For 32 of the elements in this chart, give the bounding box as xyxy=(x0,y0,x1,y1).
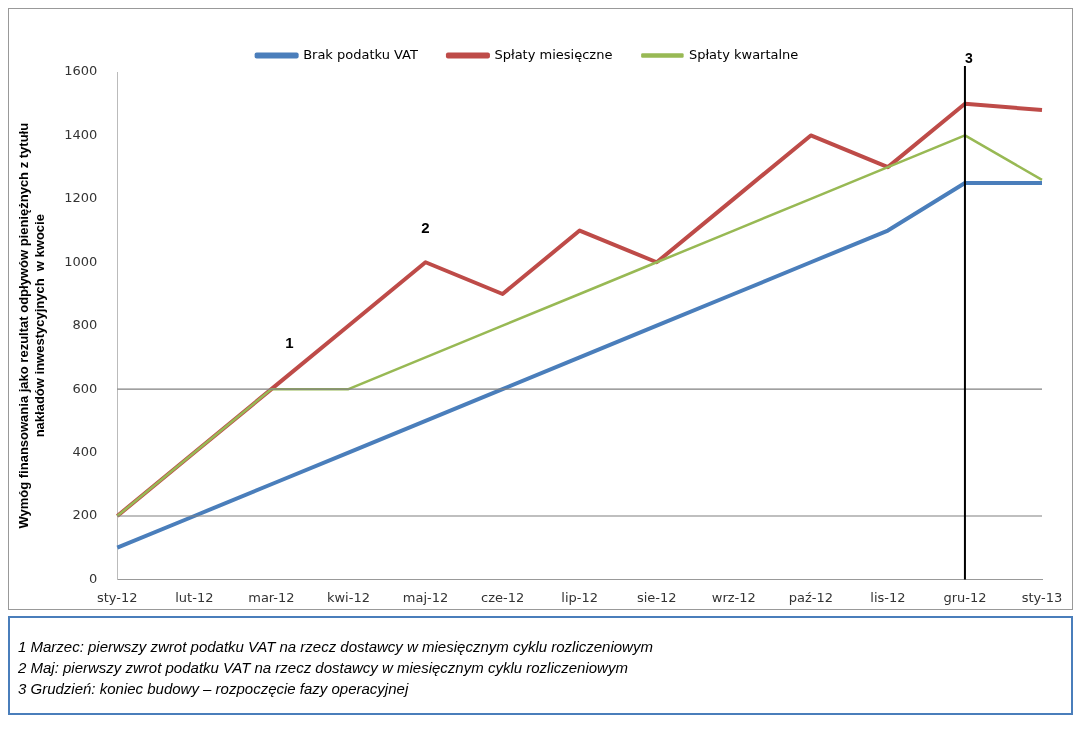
x-tick-label: paź-12 xyxy=(788,589,833,605)
x-tick-label: maj-12 xyxy=(402,589,449,605)
y-tick-label: 600 xyxy=(72,380,98,396)
y-tick-label: 200 xyxy=(72,507,98,523)
y-tick-label: 0 xyxy=(89,570,98,586)
y-tick-label: 1200 xyxy=(64,190,98,206)
x-tick-label: wrz-12 xyxy=(711,589,756,605)
text: 3 Grudzień: koniec budowy – rozpoczęcie fazy operacyjnej xyxy=(18,679,410,699)
y-axis-title: Wymóg finansowania jako rezultat odpływów pieniężnych z tytułu nakładów inwestycyjnych w kwocie xyxy=(16,122,47,529)
y-tick-label: 1600 xyxy=(64,63,98,79)
x-tick-label: kwi-12 xyxy=(326,589,370,605)
y-tick-label: 800 xyxy=(72,317,98,333)
annotation: 1 xyxy=(285,333,294,351)
x-tick-label: lip-12 xyxy=(561,589,598,605)
legend-label: Spłaty miesięczne xyxy=(494,46,613,62)
annotation: 2 xyxy=(421,218,430,236)
text: 2 Maj: pierwszy zwrot podatku VAT na rzecz dostawcy w miesięcznym cyklu rozliczeniowym xyxy=(18,658,629,678)
text: 1 Marzec: pierwszy zwrot podatku VAT na rzecz dostawcy w miesięcznym cyklu rozliczeniowym xyxy=(18,637,654,657)
y-tick-label: 400 xyxy=(72,443,98,459)
x-tick-label: sty-12 xyxy=(96,589,138,605)
x-tick-label: sty-13 xyxy=(1021,589,1063,605)
y-tick-label: 1000 xyxy=(64,253,98,269)
x-tick-label: sie-12 xyxy=(636,589,677,605)
legend-label: Brak podatku VAT xyxy=(303,46,418,62)
x-tick-label: lis-12 xyxy=(870,589,906,605)
x-tick-label: cze-12 xyxy=(480,589,525,605)
y-tick-label: 1400 xyxy=(64,126,98,142)
x-tick-label: mar-12 xyxy=(248,589,295,605)
x-tick-label: gru-12 xyxy=(943,589,987,605)
legend-label: Spłaty kwartalne xyxy=(688,46,799,62)
ref-line-label: 3 xyxy=(965,49,974,66)
x-tick-label: lut-12 xyxy=(175,589,214,605)
